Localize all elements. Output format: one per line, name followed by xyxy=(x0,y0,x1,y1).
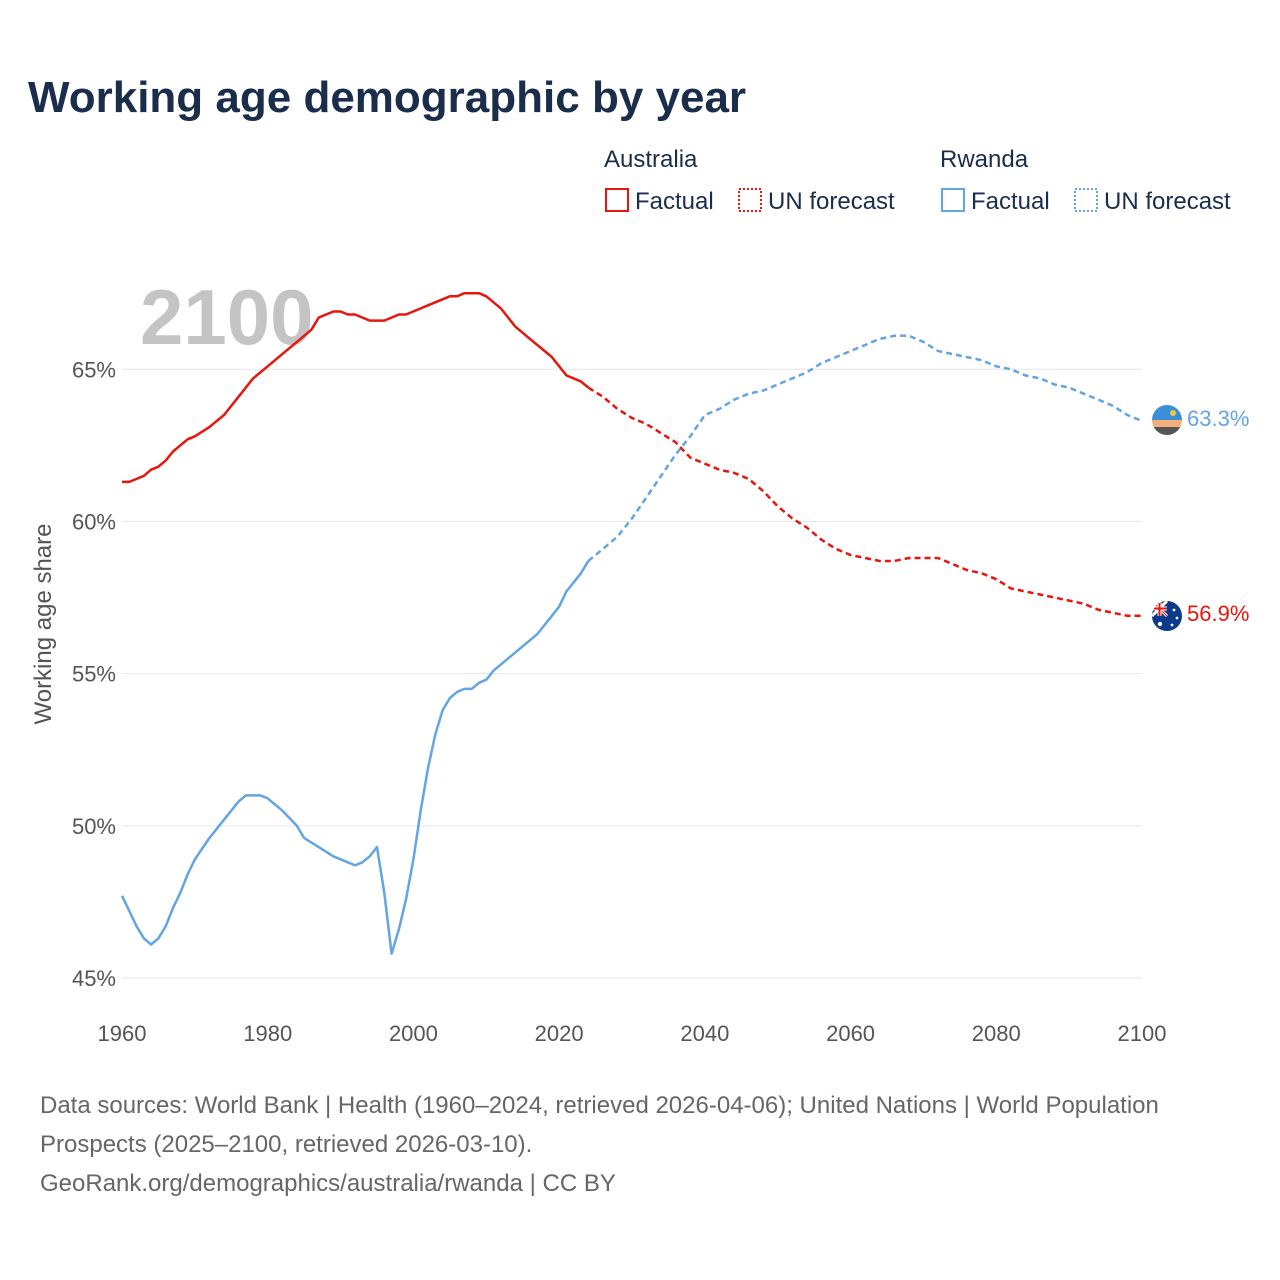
y-tick-label: 65% xyxy=(72,357,116,382)
legend-swatch-australia-forecast xyxy=(738,188,762,212)
australia-factual-line xyxy=(122,291,590,484)
y-axis-label: Working age share xyxy=(30,524,57,725)
legend-label-rwanda-factual: Factual xyxy=(971,188,1050,215)
legend-label-rwanda-forecast: UN forecast xyxy=(1104,188,1231,215)
legend-group-rwanda: Rwanda Factual UN forecast xyxy=(940,146,1231,215)
x-tick-label: 2040 xyxy=(680,1021,729,1046)
y-tick-label: 45% xyxy=(72,966,116,991)
rwanda-end-marker: 63.3% xyxy=(1152,405,1249,435)
gridlines xyxy=(122,368,1142,979)
legend: Australia Factual UN forecast Rwanda Fac… xyxy=(604,146,1231,215)
legend-label-australia-factual: Factual xyxy=(635,188,714,215)
rwanda-factual-line xyxy=(120,560,590,955)
data-source-note: Data sources: World Bank | Health (1960–… xyxy=(40,1086,1240,1203)
source-text: Data sources: World Bank | Health (1960–… xyxy=(40,1092,1159,1158)
x-tick-label: 2000 xyxy=(389,1021,438,1046)
source-link[interactable]: GeoRank.org/demographics/australia/rwand… xyxy=(40,1170,616,1197)
legend-country-australia: Australia xyxy=(604,146,698,173)
x-tick-label: 1980 xyxy=(243,1021,292,1046)
chart-title: Working age demographic by year xyxy=(28,73,746,122)
y-tick-label: 60% xyxy=(72,509,116,534)
australia-end-value: 56.9% xyxy=(1187,601,1249,626)
x-tick-label: 2060 xyxy=(826,1021,875,1046)
x-tick-label: 1960 xyxy=(98,1021,147,1046)
legend-country-rwanda: Rwanda xyxy=(940,146,1029,173)
x-tick-label: 2100 xyxy=(1118,1021,1167,1046)
series-lines xyxy=(120,291,1143,955)
legend-swatch-rwanda-forecast xyxy=(1074,188,1098,212)
y-tick-label: 55% xyxy=(72,662,116,687)
rwanda-forecast-line xyxy=(587,334,1143,562)
rwanda-flag-icon xyxy=(1152,405,1182,435)
legend-swatch-rwanda-factual xyxy=(941,188,965,212)
australia-forecast-line xyxy=(587,386,1142,618)
x-axis-ticks: 1960 1980 2000 2020 2040 2060 2080 2100 xyxy=(98,1021,1167,1046)
legend-swatch-australia-factual xyxy=(605,188,629,212)
chart-canvas: Working age demographic by year Australi… xyxy=(28,73,1249,1046)
x-tick-label: 2020 xyxy=(535,1021,584,1046)
year-watermark: 2100 xyxy=(140,273,314,361)
legend-label-australia-forecast: UN forecast xyxy=(768,188,895,215)
australia-end-marker: 56.9% xyxy=(1152,601,1249,631)
y-tick-label: 50% xyxy=(72,814,116,839)
rwanda-end-value: 63.3% xyxy=(1187,406,1249,431)
legend-group-australia: Australia Factual UN forecast xyxy=(604,146,895,215)
australia-flag-icon xyxy=(1152,601,1182,631)
y-axis-ticks: 45% 50% 55% 60% 65% xyxy=(72,357,116,991)
x-tick-label: 2080 xyxy=(972,1021,1021,1046)
